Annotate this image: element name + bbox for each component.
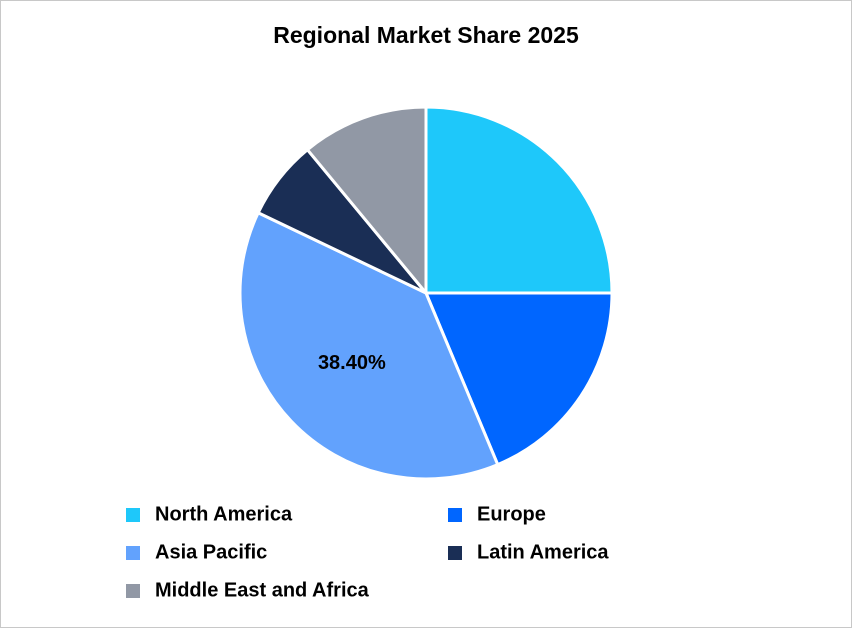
legend-label: North America [155,503,293,525]
legend-swatch [448,508,462,522]
data-label: 38.40% [318,352,386,374]
legend-swatch [126,584,140,598]
pie-slice [424,105,614,295]
legend-label: Middle East and Africa [155,579,370,601]
legend-swatch [448,546,462,560]
pie-slice [305,105,428,298]
legend-swatch [126,508,140,522]
pie-slice [238,210,500,481]
legend-swatch [126,546,140,560]
legend-label: Europe [477,503,546,525]
legend-label: Asia Pacific [155,541,267,563]
pie-slice [423,291,614,467]
chart-title: Regional Market Share 2025 [273,22,579,48]
legend-label: Latin America [477,541,609,563]
